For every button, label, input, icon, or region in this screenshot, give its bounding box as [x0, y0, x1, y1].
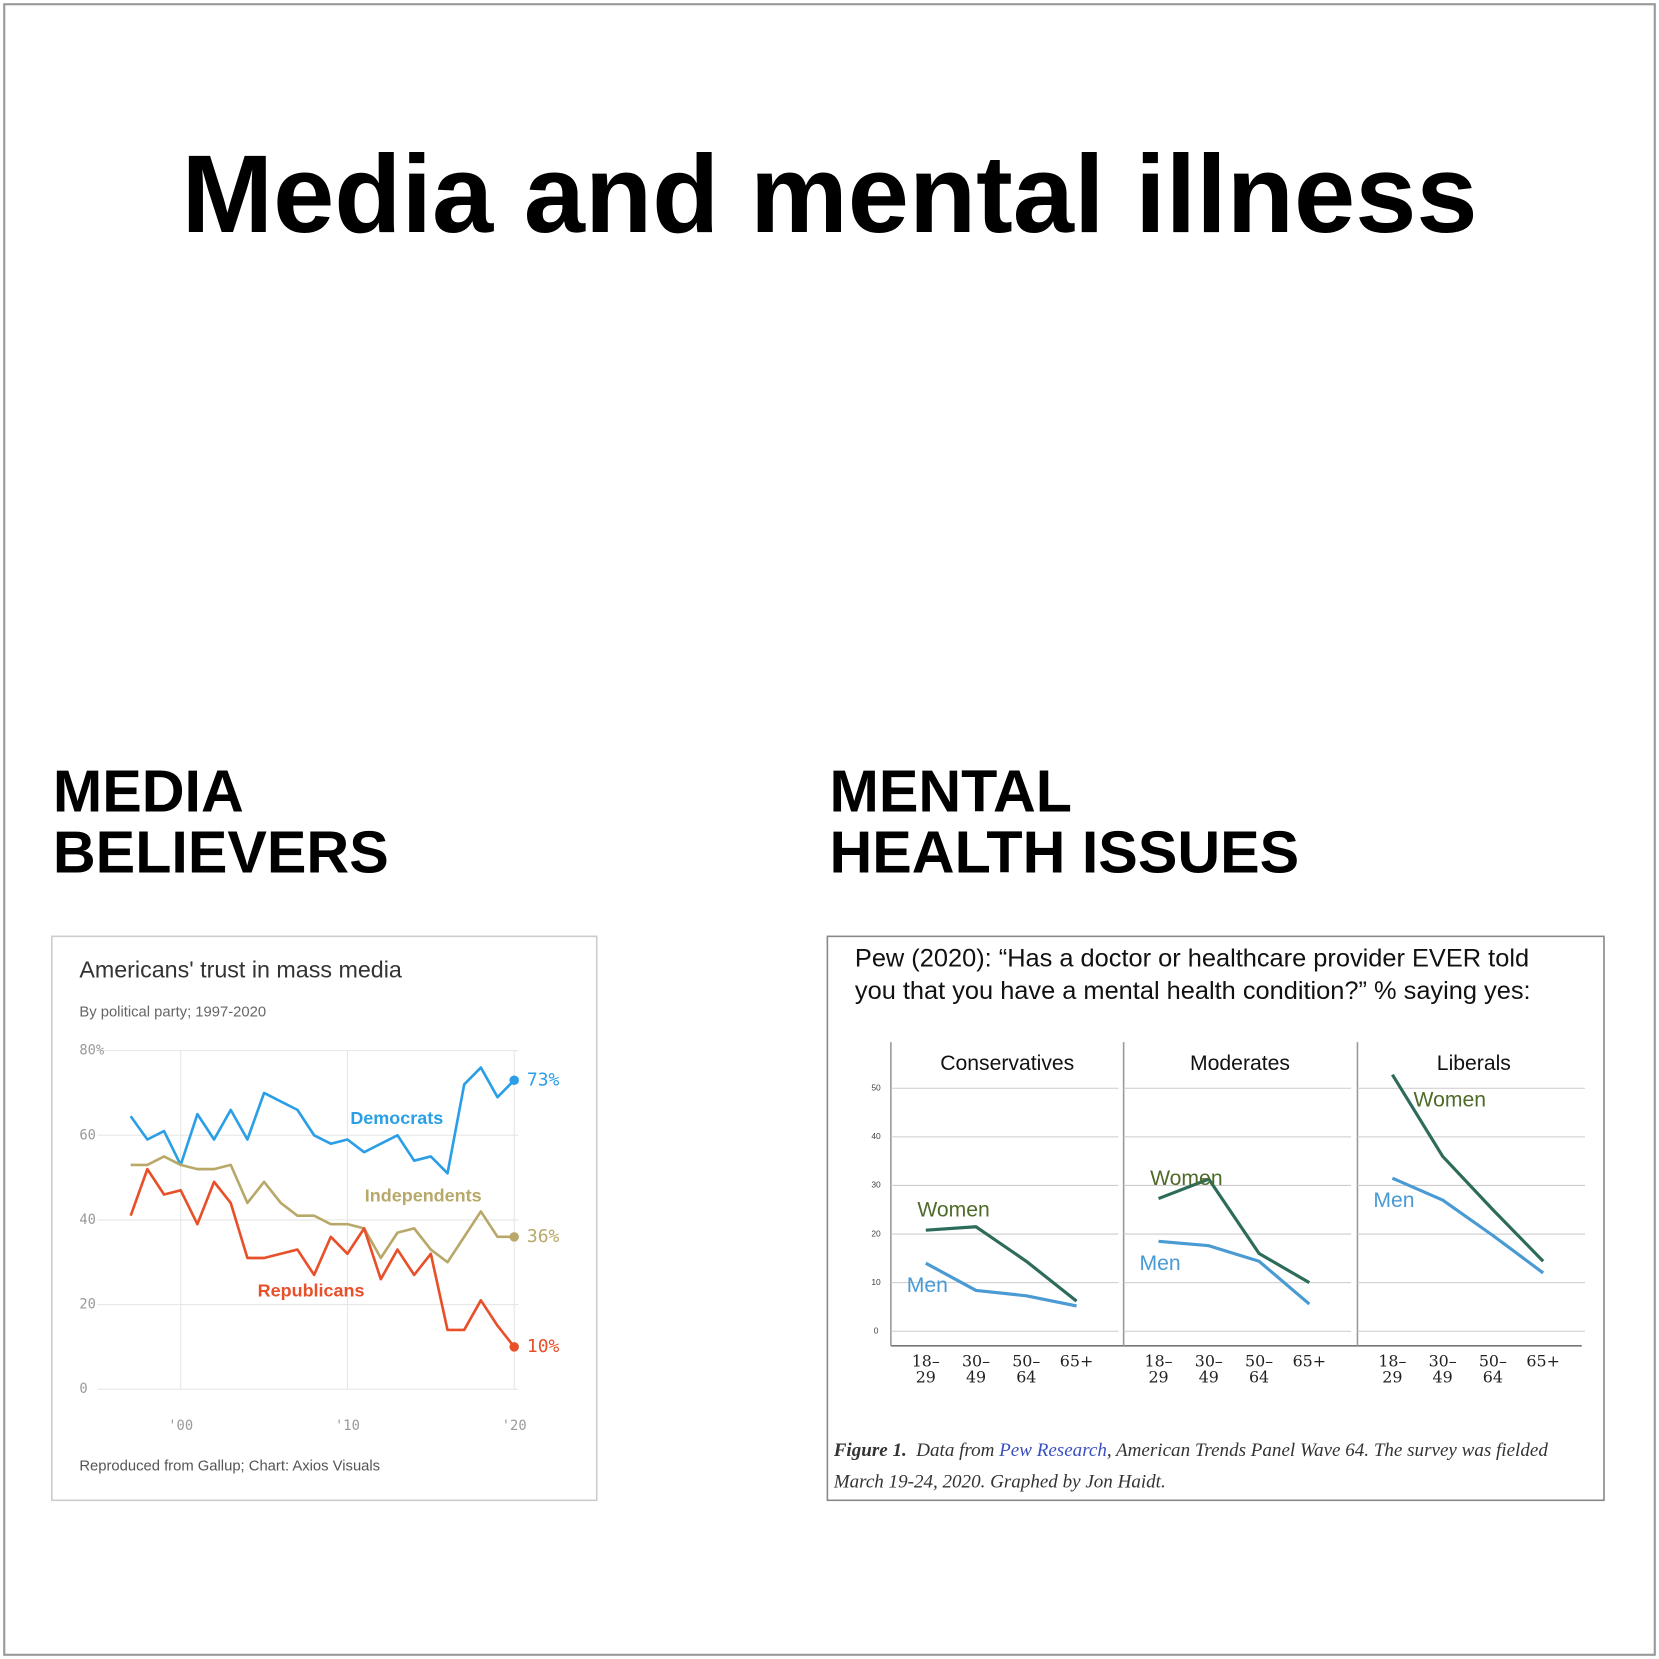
value-label: 10%: [527, 1336, 560, 1357]
end-point: [509, 1342, 519, 1352]
series-label: Men: [1373, 1189, 1414, 1212]
y-tick-label: 40: [871, 1131, 881, 1141]
y-tick-label: 30: [871, 1180, 881, 1190]
heading: HEALTH ISSUES: [830, 819, 1300, 886]
x-tick-label: 30– 49: [1195, 1351, 1223, 1386]
series-label: Men: [907, 1274, 948, 1297]
x-tick-label: '00: [168, 1418, 193, 1434]
x-tick-label: 30– 49: [1429, 1351, 1457, 1386]
chart-frame: [51, 935, 598, 1502]
y-tick-label: 0: [79, 1381, 87, 1397]
y-tick-label: 20: [79, 1297, 96, 1313]
x-tick-part: 29: [916, 1367, 936, 1386]
y-tick-label: 50: [871, 1082, 881, 1092]
line-series: [925, 1261, 1077, 1308]
x-tick-label: 50– 64: [1012, 1351, 1040, 1386]
x-tick-part: 29: [1148, 1367, 1168, 1386]
line-series: [1391, 1073, 1545, 1263]
y-tick-label: 0: [874, 1325, 879, 1335]
heading: MEDIA: [53, 757, 244, 824]
caption-label: Figure 1.: [833, 1438, 907, 1461]
end-point: [509, 1075, 519, 1086]
panel-title: Liberals: [1437, 1052, 1511, 1075]
x-tick-part: 29: [1382, 1367, 1402, 1386]
y-tick-label: 60: [79, 1127, 96, 1143]
line-series: [925, 1225, 1078, 1303]
x-tick-label: 30– 49: [962, 1351, 990, 1386]
line-series: [129, 1066, 516, 1175]
chart-title: Pew (2020): “Has a doctor or healthcare …: [855, 944, 1529, 972]
chart-frame: [826, 935, 1605, 1502]
x-tick-part: 49: [1433, 1367, 1453, 1386]
x-tick-part: 65+: [1060, 1351, 1093, 1370]
x-tick-part: 49: [1199, 1367, 1219, 1386]
caption-text: , American Trends Panel Wave 64. The sur…: [833, 1438, 1548, 1492]
chart-title: you that you have a mental health condit…: [855, 977, 1531, 1005]
x-tick-label: 18– 29: [1144, 1351, 1172, 1386]
series-label: Women: [1150, 1167, 1223, 1190]
x-tick-label: '10: [335, 1418, 360, 1434]
end-point: [509, 1232, 519, 1242]
x-tick-part: 30–: [1429, 1351, 1457, 1370]
x-tick-part: 64: [1483, 1367, 1503, 1386]
line-series: [1158, 1239, 1311, 1306]
x-tick-label: 65+: [1060, 1351, 1093, 1370]
y-tick-label: 10: [871, 1277, 881, 1287]
x-tick-part: 64: [1016, 1367, 1036, 1386]
x-tick-part: 49: [966, 1367, 986, 1386]
heading: BELIEVERS: [53, 819, 389, 886]
series-label: Men: [1140, 1252, 1181, 1275]
y-tick-label: 80%: [79, 1043, 105, 1059]
x-tick-label: 18– 29: [1378, 1351, 1406, 1386]
y-tick-label: 40: [79, 1212, 96, 1228]
x-tick-part: 18–: [1144, 1351, 1172, 1370]
x-tick-part: 50–: [1245, 1351, 1273, 1370]
series-label: Women: [1414, 1089, 1487, 1112]
x-tick-label: 65+: [1293, 1351, 1326, 1370]
x-tick-label: 50– 64: [1479, 1351, 1507, 1386]
x-tick-part: 18–: [1378, 1351, 1406, 1370]
line-series: [130, 1155, 515, 1264]
caption-text: Data from: [916, 1438, 995, 1461]
panel-title: Moderates: [1190, 1052, 1290, 1075]
chart-subtitle: By political party; 1997-2020: [79, 1004, 266, 1020]
line-series: [129, 1167, 516, 1348]
value-label: 36%: [527, 1226, 560, 1247]
x-tick-part: 30–: [962, 1351, 990, 1370]
x-tick-part: 50–: [1012, 1351, 1040, 1370]
caption: Figure 1. Data from Pew Research, Americ…: [834, 1434, 1598, 1497]
x-tick-part: 65+: [1293, 1351, 1326, 1370]
panel-title: Conservatives: [940, 1052, 1074, 1075]
slide-title: Media and mental illness: [181, 133, 1477, 256]
y-tick-label: 20: [871, 1228, 881, 1238]
series-label: Republicans: [258, 1281, 365, 1301]
line-series: [1157, 1177, 1311, 1285]
value-label: 73%: [527, 1069, 560, 1090]
series-label: Democrats: [350, 1108, 443, 1128]
x-tick-label: 65+: [1526, 1351, 1559, 1370]
x-tick-part: 18–: [912, 1351, 940, 1370]
x-tick-label: '20: [502, 1418, 527, 1434]
x-tick-part: 65+: [1526, 1351, 1559, 1370]
x-tick-part: 64: [1249, 1367, 1269, 1386]
caption-box: Figure 1. Data from Pew Research, Americ…: [834, 1434, 1598, 1497]
chart-source: Reproduced from Gallup; Chart: Axios Vis…: [79, 1458, 380, 1474]
series-label: Independents: [365, 1185, 482, 1205]
x-tick-part: 50–: [1479, 1351, 1507, 1370]
x-tick-label: 50– 64: [1245, 1351, 1273, 1386]
chart-title: Americans' trust in mass media: [79, 956, 402, 982]
line-series: [1391, 1176, 1545, 1275]
series-label: Women: [917, 1199, 990, 1222]
x-tick-label: 18– 29: [912, 1351, 940, 1386]
caption-link[interactable]: Pew Research: [999, 1438, 1107, 1461]
heading: MENTAL: [830, 757, 1072, 824]
x-tick-part: 30–: [1195, 1351, 1223, 1370]
